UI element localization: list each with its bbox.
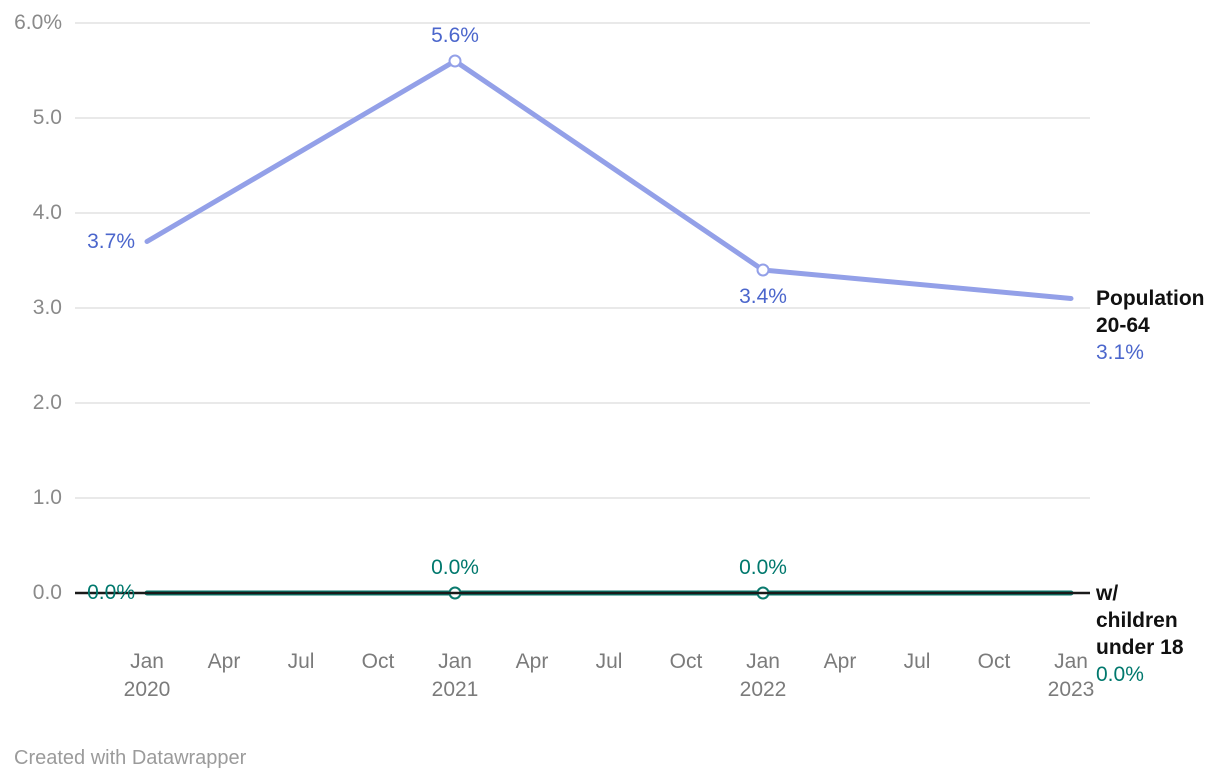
y-axis-tick-label: 5.0 [32,106,62,129]
data-point-label: 3.7% [87,229,135,253]
data-point-label: 3.4% [739,285,787,308]
x-axis-tick-label: Jul [595,650,623,673]
data-point-label: 0.0% [87,581,135,604]
x-axis-year-label: 2021 [431,678,479,701]
series-end-value: 0.0% [1096,662,1144,686]
y-axis-tick-label: 3.0 [32,296,62,319]
x-axis-tick-label: Apr [515,650,549,673]
series-legend-block: Population 20-64 3.1% [1096,285,1205,366]
data-point-label: 0.0% [431,556,479,579]
y-axis-tick-label: 6.0% [14,11,62,34]
x-axis-tick-label: Jan [746,650,780,673]
x-axis-tick-label: Apr [823,650,857,673]
x-axis-year-label: 2020 [123,678,171,701]
x-axis-tick-label: Jan [130,650,164,673]
series-name-line: 20-64 [1096,314,1150,337]
series-name-line: Population [1096,287,1205,310]
x-axis-tick-label: Jul [287,650,315,673]
y-axis-tick-label: 1.0 [32,486,62,509]
series-name-line: under 18 [1096,635,1184,659]
x-axis-tick-label: Oct [361,650,395,673]
data-point-label: 0.0% [739,556,787,579]
x-axis-tick-label: Jul [903,650,931,673]
x-axis-tick-label: Jan [1054,650,1088,673]
series-name-line: children [1096,608,1178,632]
datawrapper-attribution: Created with Datawrapper [14,747,247,769]
x-axis-tick-label: Jan [438,650,472,673]
series-legend-block: w/children under 18 0.0% [1096,580,1184,688]
series-name-line: w/ [1096,581,1119,605]
point-marker [448,54,462,68]
point-marker [756,263,770,277]
x-axis-tick-label: Apr [207,650,241,673]
series-end-value: 3.1% [1096,341,1144,364]
x-axis-tick-label: Oct [669,650,703,673]
x-axis-year-label: 2023 [1047,678,1095,701]
y-axis-tick-label: 2.0 [32,391,62,414]
series-line [144,58,1074,301]
y-axis-tick-label: 4.0 [32,201,62,224]
x-axis-tick-label: Oct [977,650,1011,673]
y-axis-tick-label: 0.0 [32,581,62,604]
x-axis-year-label: 2022 [739,678,787,701]
data-point-label: 5.6% [431,24,479,47]
